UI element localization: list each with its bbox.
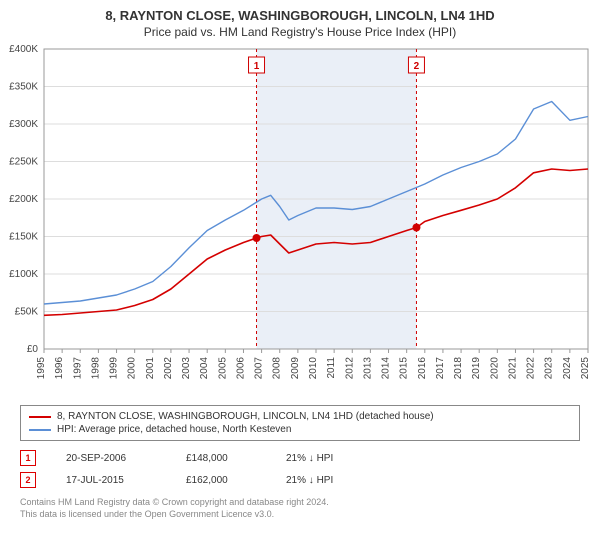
svg-text:2002: 2002 — [163, 357, 174, 380]
svg-text:2020: 2020 — [489, 357, 500, 380]
svg-text:2011: 2011 — [326, 357, 337, 379]
svg-text:£100K: £100K — [9, 269, 38, 280]
chart-area: £0£50K£100K£150K£200K£250K£300K£350K£400… — [44, 45, 588, 395]
svg-text:2019: 2019 — [471, 357, 482, 380]
svg-text:1999: 1999 — [109, 357, 120, 380]
attribution-line1: Contains HM Land Registry data © Crown c… — [20, 497, 580, 509]
svg-text:2007: 2007 — [254, 357, 265, 380]
legend-label-property: 8, RAYNTON CLOSE, WASHINGBOROUGH, LINCOL… — [57, 411, 434, 422]
legend-item-property: 8, RAYNTON CLOSE, WASHINGBOROUGH, LINCOL… — [29, 410, 571, 423]
attribution: Contains HM Land Registry data © Crown c… — [20, 497, 580, 520]
marker-delta-2: 21% ↓ HPI — [286, 475, 333, 486]
chart-title: 8, RAYNTON CLOSE, WASHINGBOROUGH, LINCOL… — [0, 0, 600, 23]
svg-text:2015: 2015 — [399, 357, 410, 380]
legend-label-hpi: HPI: Average price, detached house, Nort… — [57, 424, 291, 435]
svg-text:1998: 1998 — [90, 357, 101, 380]
svg-text:2008: 2008 — [272, 357, 283, 380]
svg-text:£400K: £400K — [9, 44, 38, 55]
marker-row-2: 2 17-JUL-2015 £162,000 21% ↓ HPI — [20, 469, 580, 491]
markers-table: 1 20-SEP-2006 £148,000 21% ↓ HPI 2 17-JU… — [20, 447, 580, 491]
marker-row-1: 1 20-SEP-2006 £148,000 21% ↓ HPI — [20, 447, 580, 469]
svg-text:£350K: £350K — [9, 82, 38, 93]
legend-item-hpi: HPI: Average price, detached house, Nort… — [29, 423, 571, 436]
legend-box: 8, RAYNTON CLOSE, WASHINGBOROUGH, LINCOL… — [20, 405, 580, 441]
svg-text:2004: 2004 — [199, 357, 210, 380]
svg-text:2018: 2018 — [453, 357, 464, 380]
svg-text:£50K: £50K — [15, 307, 39, 318]
svg-text:2016: 2016 — [417, 357, 428, 380]
svg-text:£250K: £250K — [9, 157, 38, 168]
svg-text:2025: 2025 — [580, 357, 591, 380]
svg-text:2023: 2023 — [544, 357, 555, 380]
svg-text:2021: 2021 — [507, 357, 518, 380]
marker-date-1: 20-SEP-2006 — [66, 453, 156, 464]
svg-text:1996: 1996 — [54, 357, 65, 380]
legend-swatch-hpi — [29, 429, 51, 431]
chart-subtitle: Price paid vs. HM Land Registry's House … — [0, 23, 600, 45]
svg-text:2017: 2017 — [435, 357, 446, 380]
svg-text:1: 1 — [254, 61, 260, 72]
svg-text:£0: £0 — [27, 344, 39, 355]
chart-svg: £0£50K£100K£150K£200K£250K£300K£350K£400… — [44, 45, 588, 395]
svg-text:2024: 2024 — [562, 357, 573, 380]
marker-date-2: 17-JUL-2015 — [66, 475, 156, 486]
svg-text:£300K: £300K — [9, 119, 38, 130]
svg-text:2009: 2009 — [290, 357, 301, 380]
attribution-line2: This data is licensed under the Open Gov… — [20, 509, 580, 521]
svg-text:2005: 2005 — [217, 357, 228, 380]
marker-badge-2: 2 — [20, 472, 36, 488]
svg-text:£150K: £150K — [9, 232, 38, 243]
svg-text:2010: 2010 — [308, 357, 319, 380]
marker-delta-1: 21% ↓ HPI — [286, 453, 333, 464]
svg-text:2006: 2006 — [235, 357, 246, 380]
page-container: { "title": "8, RAYNTON CLOSE, WASHINGBOR… — [0, 0, 600, 560]
svg-text:2: 2 — [414, 61, 420, 72]
svg-text:2000: 2000 — [127, 357, 138, 380]
svg-text:£200K: £200K — [9, 194, 38, 205]
svg-text:2013: 2013 — [362, 357, 373, 380]
marker-price-2: £162,000 — [186, 475, 256, 486]
svg-text:1997: 1997 — [72, 357, 83, 380]
marker-price-1: £148,000 — [186, 453, 256, 464]
legend-swatch-property — [29, 416, 51, 418]
svg-text:1995: 1995 — [36, 357, 47, 380]
svg-text:2014: 2014 — [381, 357, 392, 380]
svg-text:2001: 2001 — [145, 357, 156, 380]
svg-text:2022: 2022 — [526, 357, 537, 380]
svg-text:2012: 2012 — [344, 357, 355, 380]
svg-text:2003: 2003 — [181, 357, 192, 380]
marker-badge-1: 1 — [20, 450, 36, 466]
